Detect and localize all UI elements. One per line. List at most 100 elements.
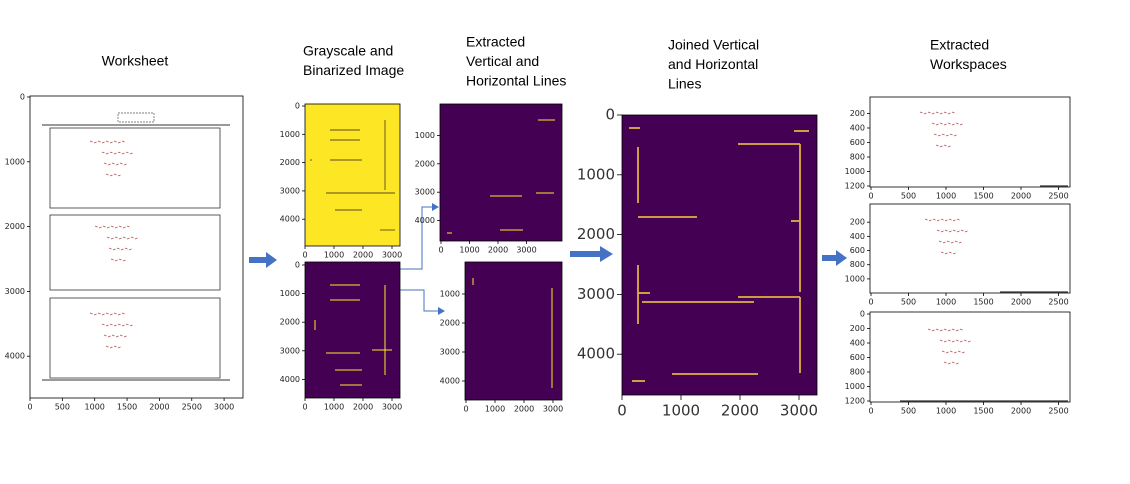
image-panel: 0 1000 2000 3000 1000 2000 3000 4000 xyxy=(440,261,563,414)
panel-image xyxy=(869,311,1071,403)
image-content xyxy=(956,230,960,233)
image-content xyxy=(955,122,959,125)
image-panel: 0 500 1000 1500 2000 2500 3000 0 1000 2000 3000 400… xyxy=(5,93,244,412)
image-panel: 0 1000 2000 3000 0 1000 2000 3000 4000 xyxy=(577,106,818,420)
image-content xyxy=(948,251,952,254)
x-tick-label: 2000 xyxy=(149,403,169,412)
panel-image xyxy=(869,203,1071,294)
image-content xyxy=(128,248,132,251)
y-tick-label: 1000 xyxy=(280,130,300,139)
image-content xyxy=(944,252,948,255)
image-content xyxy=(945,351,949,354)
image-content xyxy=(125,323,129,326)
y-tick-label: 3000 xyxy=(577,285,615,303)
y-tick-label: 800 xyxy=(850,368,865,377)
y-tick-label: 2000 xyxy=(440,319,460,328)
y-tick-label: 2000 xyxy=(5,222,25,231)
image-content xyxy=(107,335,111,338)
image-content xyxy=(113,345,117,348)
image-content xyxy=(98,226,102,229)
image-content xyxy=(105,324,109,327)
panel-image xyxy=(304,103,401,247)
image-content xyxy=(940,251,944,254)
image-content xyxy=(948,218,952,221)
arrow xyxy=(400,289,438,312)
image-content xyxy=(927,328,931,331)
image-content xyxy=(939,122,943,125)
x-tick-label: 500 xyxy=(901,407,916,416)
image-content xyxy=(113,152,117,155)
x-tick-label: 3000 xyxy=(214,403,234,412)
stage-title: Grayscale and xyxy=(303,43,393,59)
x-tick-label: 1000 xyxy=(459,246,479,255)
image-content xyxy=(113,140,117,143)
x-tick-label: 2000 xyxy=(1011,298,1031,307)
x-tick-label: 500 xyxy=(901,298,916,307)
stage-title: Lines xyxy=(668,76,701,92)
y-tick-label: 1000 xyxy=(845,167,865,176)
image-content xyxy=(931,329,935,332)
image-content xyxy=(958,241,962,244)
image-panel: 0 1000 2000 3000 1000 2000 3000 4000 xyxy=(415,103,563,255)
image-content xyxy=(943,111,947,114)
image-content xyxy=(113,312,117,315)
image-content xyxy=(117,313,121,316)
image-content xyxy=(111,334,115,337)
x-tick-label: 2500 xyxy=(1048,298,1068,307)
x-tick-label: 0 xyxy=(868,298,873,307)
image-content xyxy=(947,122,951,125)
x-tick-label: 1000 xyxy=(936,298,956,307)
arrow-head xyxy=(438,307,445,315)
image-content xyxy=(122,259,126,262)
image-content xyxy=(940,230,944,233)
panel-image xyxy=(439,103,563,242)
image-content xyxy=(939,112,943,115)
x-tick-label: 2500 xyxy=(182,403,202,412)
y-tick-label: 600 xyxy=(850,246,865,255)
image-content xyxy=(964,230,968,233)
image-content xyxy=(947,362,951,365)
image-content xyxy=(93,141,97,144)
arrow xyxy=(570,246,613,262)
image-content xyxy=(105,312,109,315)
image-content xyxy=(114,259,118,262)
image-content xyxy=(122,236,126,239)
y-tick-label: 1000 xyxy=(440,290,460,299)
image-content xyxy=(101,141,105,144)
stage-title: Workspaces xyxy=(930,56,1007,72)
x-tick-label: 1500 xyxy=(973,192,993,201)
image-content xyxy=(119,334,123,337)
image-content xyxy=(123,163,127,166)
image-content xyxy=(959,340,963,343)
y-tick-label: 800 xyxy=(850,153,865,162)
y-tick-label: 0 xyxy=(20,93,25,102)
image-content xyxy=(103,162,107,165)
y-tick-label: 800 xyxy=(850,260,865,269)
x-tick-label: 0 xyxy=(868,192,873,201)
image-content xyxy=(941,133,945,136)
y-tick-label: 2000 xyxy=(577,225,615,243)
image-content xyxy=(933,133,937,136)
image-content xyxy=(938,240,942,243)
y-tick-label: 2000 xyxy=(280,318,300,327)
x-tick-label: 500 xyxy=(55,403,70,412)
image-content xyxy=(943,144,947,147)
image-content xyxy=(952,229,956,232)
panel-image xyxy=(304,261,401,399)
x-tick-label: 2000 xyxy=(1011,407,1031,416)
x-tick-label: 3000 xyxy=(382,251,402,260)
image-content xyxy=(103,334,107,337)
image-content xyxy=(947,329,951,332)
image-content xyxy=(949,350,953,353)
image-content xyxy=(109,151,113,154)
image-content xyxy=(947,145,951,148)
x-tick-label: 1500 xyxy=(973,298,993,307)
image-content xyxy=(948,230,952,233)
image-content xyxy=(105,345,109,348)
x-tick-label: 1000 xyxy=(324,251,344,260)
image-content xyxy=(94,225,98,228)
image-content xyxy=(97,312,101,315)
image-content xyxy=(955,362,959,365)
image-content xyxy=(919,111,923,114)
image-content xyxy=(939,329,943,332)
